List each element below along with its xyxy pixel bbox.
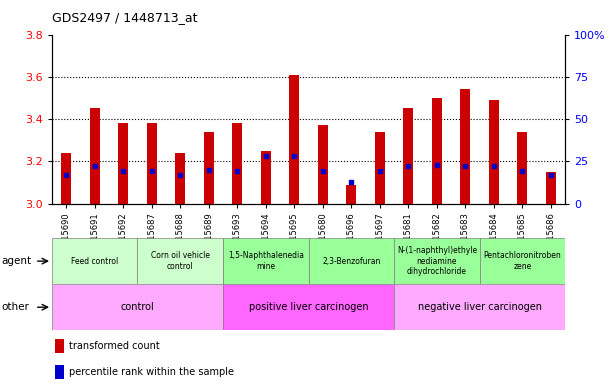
Text: 2,3-Benzofuran: 2,3-Benzofuran: [322, 257, 381, 266]
Bar: [52, 284, 223, 330]
Bar: [261, 151, 271, 204]
Bar: [54, 339, 64, 353]
Bar: [223, 284, 394, 330]
Text: Feed control: Feed control: [71, 257, 119, 266]
Bar: [137, 238, 223, 284]
Bar: [309, 238, 394, 284]
Text: GDS2497 / 1448713_at: GDS2497 / 1448713_at: [52, 12, 197, 25]
Bar: [461, 89, 470, 204]
Bar: [489, 100, 499, 204]
Bar: [52, 238, 137, 284]
Bar: [375, 132, 385, 204]
Bar: [290, 75, 299, 204]
Text: transformed count: transformed count: [69, 341, 159, 351]
Text: 1,5-Naphthalenedia
mine: 1,5-Naphthalenedia mine: [228, 252, 304, 271]
Bar: [175, 153, 185, 204]
Text: Pentachloronitroben
zene: Pentachloronitroben zene: [483, 252, 562, 271]
Bar: [232, 123, 242, 204]
Bar: [394, 238, 480, 284]
Bar: [403, 109, 413, 204]
Bar: [480, 238, 565, 284]
Text: other: other: [1, 302, 29, 312]
Text: Corn oil vehicle
control: Corn oil vehicle control: [151, 252, 210, 271]
Bar: [223, 238, 309, 284]
Bar: [432, 98, 442, 204]
Text: negative liver carcinogen: negative liver carcinogen: [418, 302, 541, 312]
Text: N-(1-naphthyl)ethyle
nediamine
dihydrochloride: N-(1-naphthyl)ethyle nediamine dihydroch…: [397, 246, 477, 276]
Bar: [346, 185, 356, 204]
Text: positive liver carcinogen: positive liver carcinogen: [249, 302, 368, 312]
Bar: [394, 284, 565, 330]
Bar: [318, 126, 327, 204]
Bar: [204, 132, 214, 204]
Bar: [61, 153, 71, 204]
Bar: [54, 364, 64, 379]
Bar: [119, 123, 128, 204]
Text: control: control: [120, 302, 155, 312]
Bar: [518, 132, 527, 204]
Text: agent: agent: [1, 256, 31, 266]
Bar: [90, 109, 100, 204]
Text: percentile rank within the sample: percentile rank within the sample: [69, 366, 234, 377]
Bar: [147, 123, 156, 204]
Bar: [546, 172, 556, 204]
